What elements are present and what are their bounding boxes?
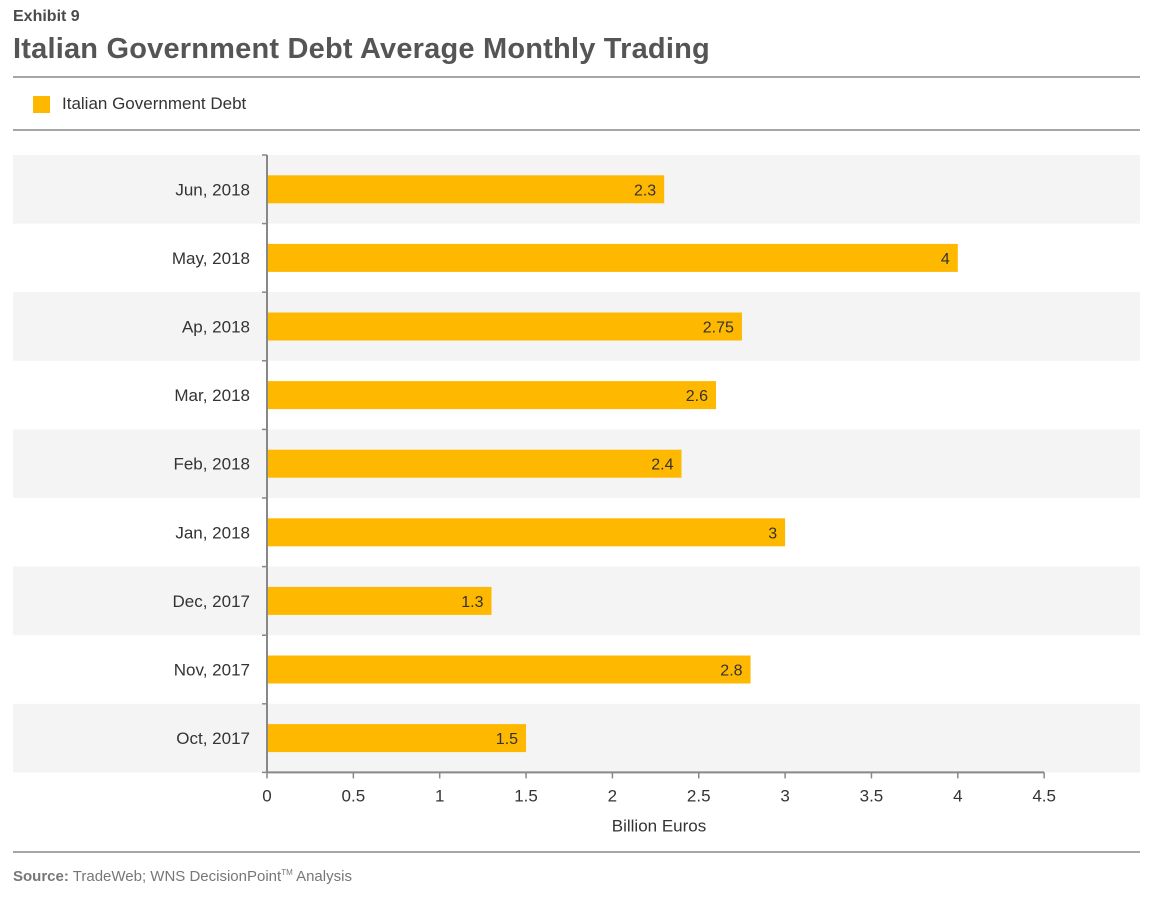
source-note: Source: TradeWeb; WNS DecisionPointTM An… — [13, 868, 352, 885]
bar — [267, 724, 527, 753]
source-label: Source: — [13, 868, 69, 885]
data-label: 2.3 — [634, 182, 656, 199]
x-tick-label: 2 — [608, 786, 617, 805]
title-divider — [13, 76, 1140, 78]
row-band — [13, 703, 1140, 773]
source-text: TradeWeb; WNS DecisionPoint — [72, 868, 282, 885]
x-tick-label: 4 — [953, 786, 962, 805]
legend-swatch — [33, 95, 50, 113]
x-tick-label: 1 — [435, 786, 444, 805]
category-label: Mar, 2018 — [174, 386, 250, 405]
category-label: May, 2018 — [172, 249, 250, 268]
chart-title: Italian Government Debt Average Monthly … — [13, 33, 710, 65]
category-label: Nov, 2017 — [174, 661, 250, 680]
row-band — [13, 566, 1140, 636]
legend: Italian Government Debt — [33, 94, 246, 114]
data-label: 3 — [768, 525, 777, 542]
data-label: 2.6 — [686, 388, 708, 405]
data-label: 2.8 — [720, 663, 742, 680]
x-tick-label: 4.5 — [1032, 786, 1056, 805]
source-suffix: Analysis — [292, 868, 352, 885]
x-tick-label: 3.5 — [860, 786, 884, 805]
category-label: Ap, 2018 — [182, 318, 250, 337]
x-tick-label: 0.5 — [342, 786, 366, 805]
source-divider — [13, 851, 1140, 853]
x-tick-label: 2.5 — [687, 786, 711, 805]
bar — [267, 312, 742, 341]
bar — [267, 381, 717, 410]
legend-divider — [13, 129, 1140, 131]
data-label: 2.75 — [703, 320, 734, 337]
category-label: Jan, 2018 — [175, 523, 250, 542]
bar — [267, 449, 682, 478]
category-label: Feb, 2018 — [173, 455, 250, 474]
bar — [267, 175, 665, 204]
legend-label: Italian Government Debt — [62, 94, 247, 113]
x-axis-title: Billion Euros — [612, 816, 707, 835]
trademark-mark: TM — [281, 868, 293, 877]
data-label: 1.3 — [461, 594, 483, 611]
x-tick-label: 0 — [262, 786, 271, 805]
data-label: 4 — [941, 251, 950, 268]
bar-chart: 2.3 Jun, 2018 4 May, 2018 2.75 Ap, 2018 2.6 Mar… — [13, 154, 1140, 835]
bar — [267, 518, 786, 547]
bar — [267, 586, 492, 615]
bar — [267, 655, 751, 684]
x-tick-label: 3 — [780, 786, 789, 805]
bar — [267, 243, 958, 272]
x-tick-label: 1.5 — [514, 786, 538, 805]
data-label: 2.4 — [651, 457, 673, 474]
category-label: Dec, 2017 — [173, 592, 251, 611]
category-label: Jun, 2018 — [175, 180, 250, 199]
category-label: Oct, 2017 — [176, 729, 250, 748]
data-label: 1.5 — [496, 731, 518, 748]
exhibit-label: Exhibit 9 — [13, 8, 80, 25]
